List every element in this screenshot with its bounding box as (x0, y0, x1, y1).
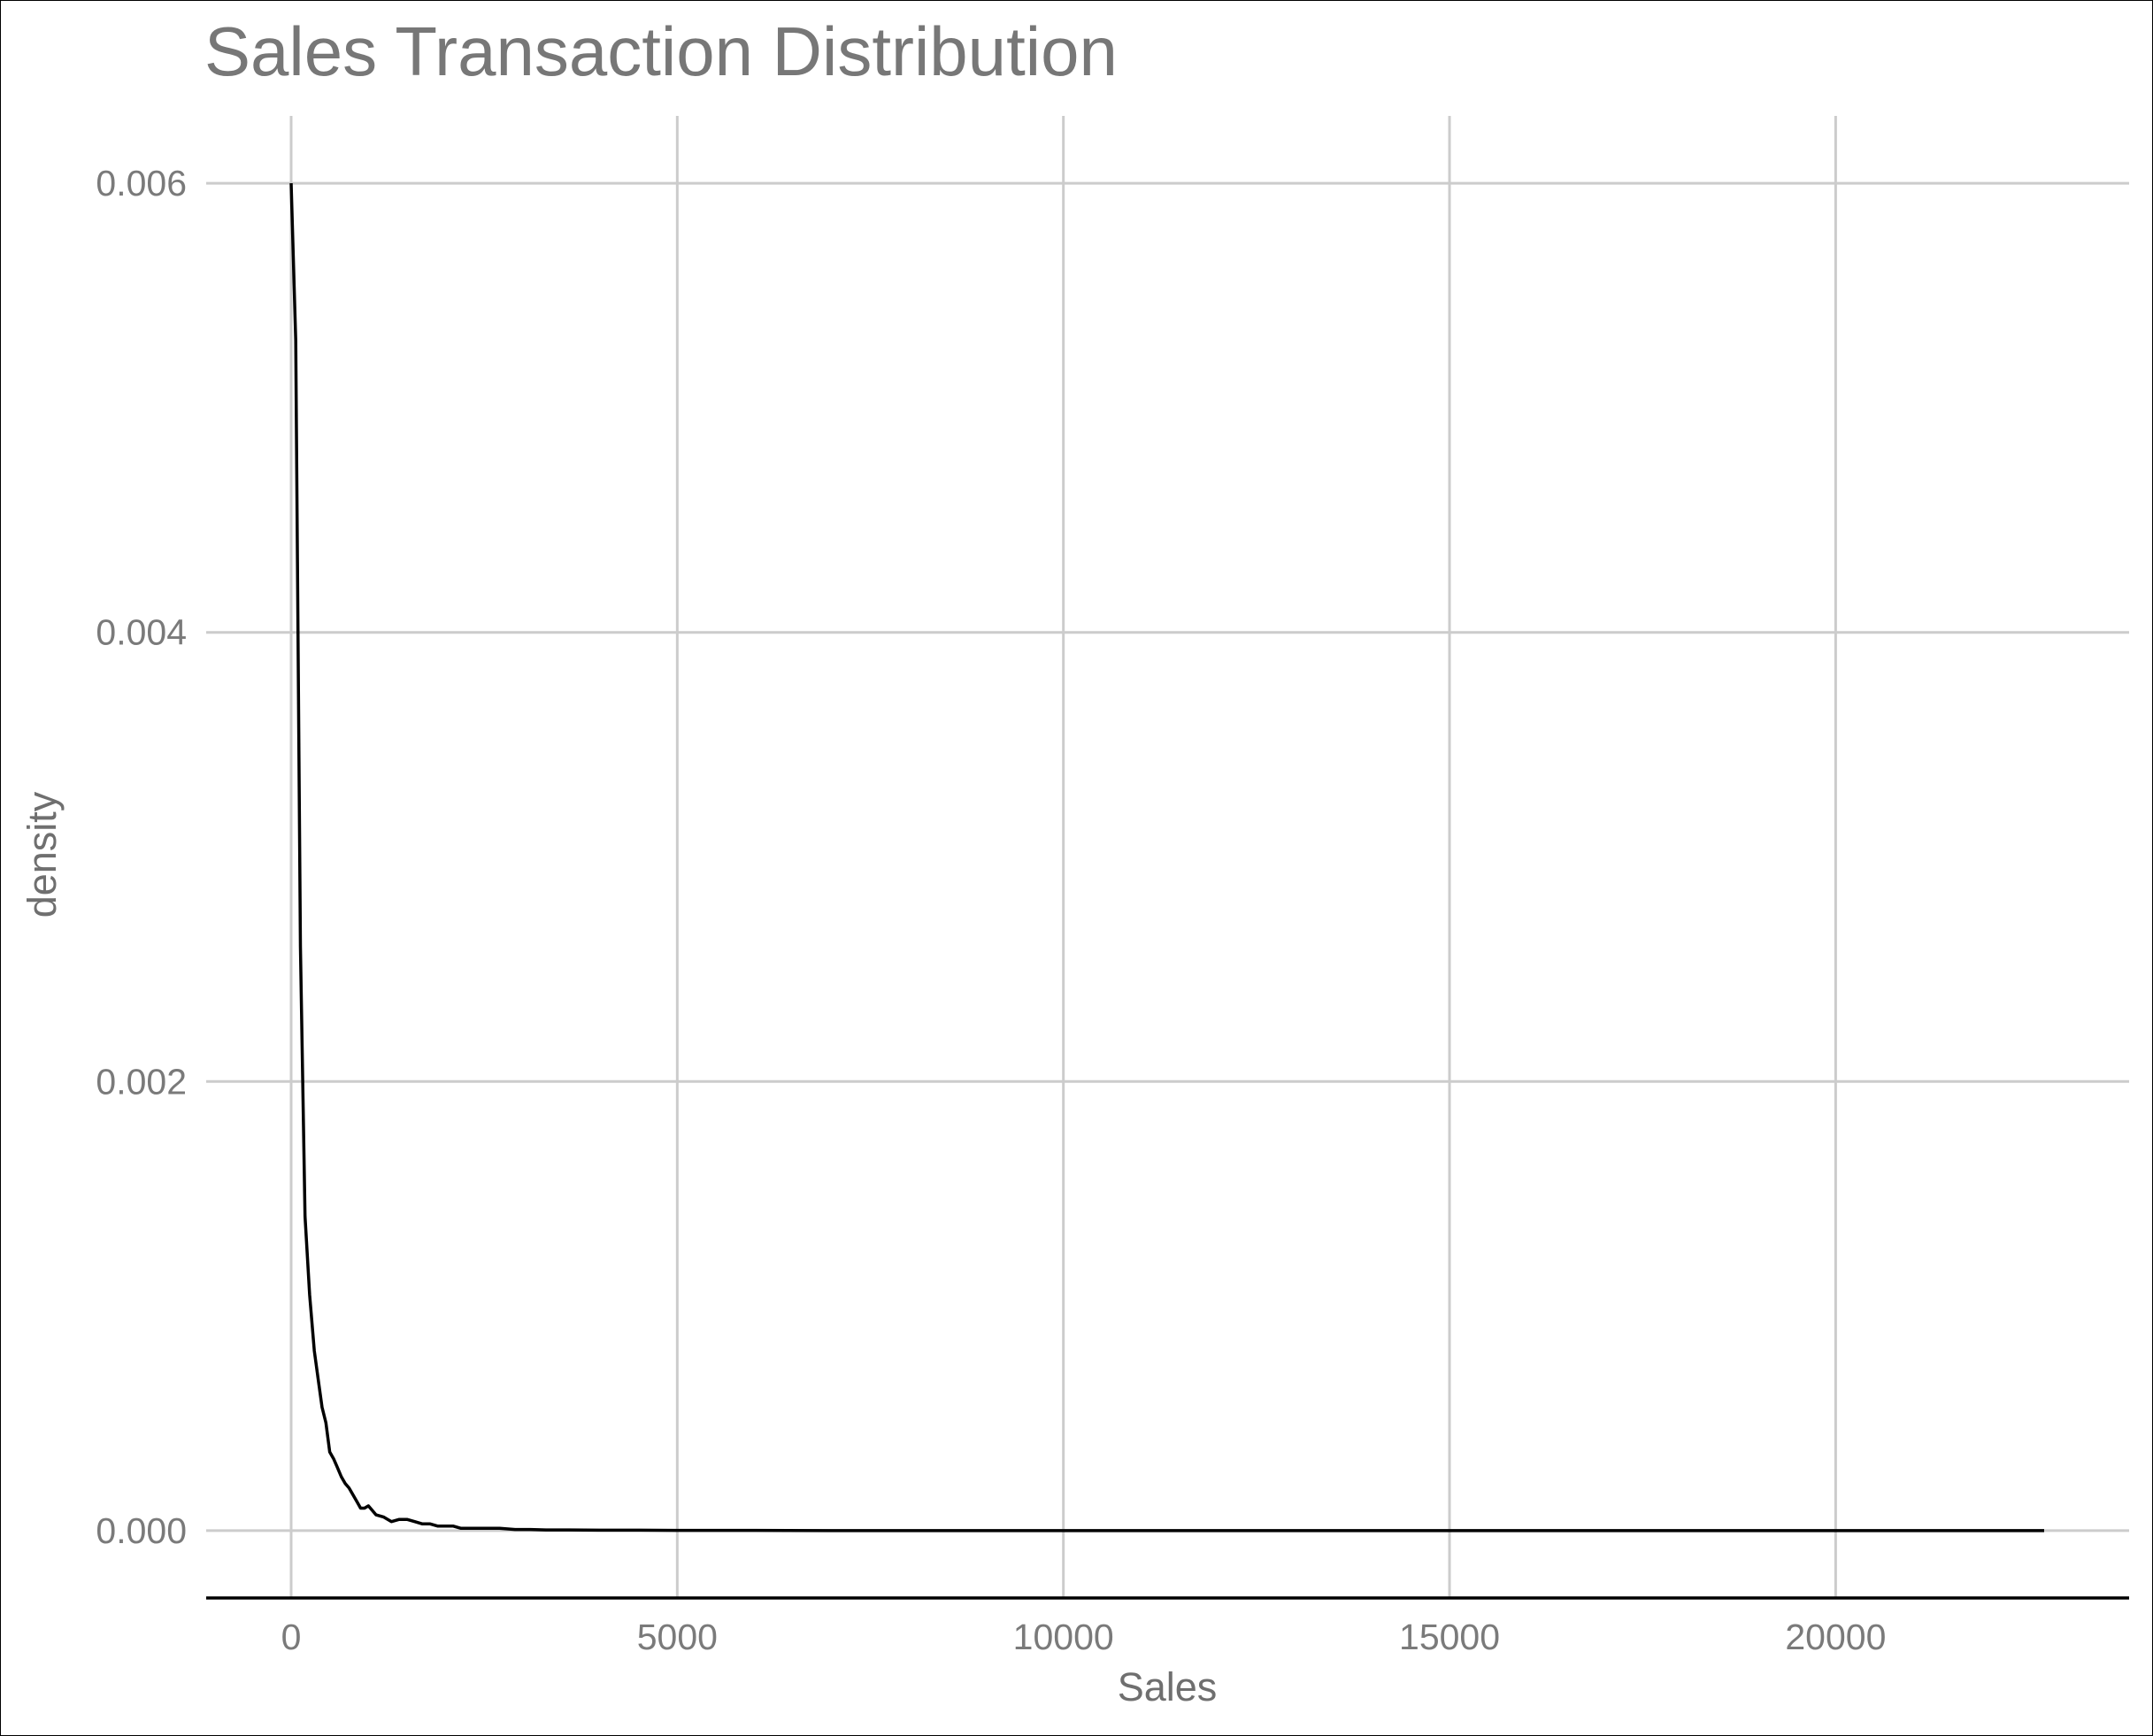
y-tick-label-2: 0.004 (96, 612, 187, 653)
x-tick-label-3: 15000 (1399, 1617, 1500, 1657)
density-series-line-0 (289, 183, 2044, 1532)
tick-labels: 0 5000 10000 15000 20000 0.000 0.002 0.004 0.006 (96, 163, 1886, 1657)
y-axis-label: density (19, 791, 65, 918)
x-axis-label: Sales (1118, 1664, 1218, 1709)
x-tick-label-1: 5000 (637, 1617, 718, 1657)
y-tick-label-3: 0.006 (96, 163, 187, 204)
x-tick-label-0: 0 (281, 1617, 302, 1657)
grid-lines (206, 116, 2129, 1598)
series-layer (289, 183, 2044, 1532)
x-tick-label-2: 10000 (1013, 1617, 1114, 1657)
y-tick-label-0: 0.000 (96, 1510, 187, 1551)
chart-title: Sales Transaction Distribution (204, 12, 1118, 90)
y-tick-label-1: 0.002 (96, 1061, 187, 1102)
x-tick-label-4: 20000 (1785, 1617, 1886, 1657)
